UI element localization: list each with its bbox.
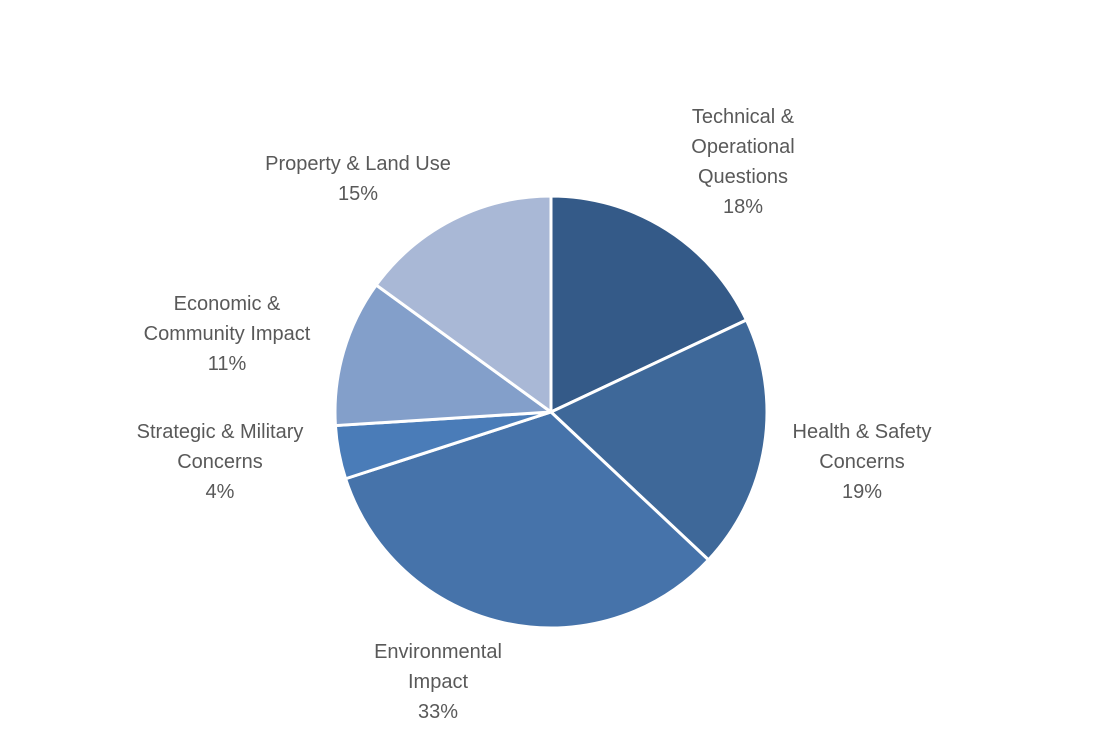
slice-label-text: Health & Safety	[792, 421, 932, 443]
slice-value-label: 4%	[205, 481, 235, 503]
slice-label-text: Property & Land Use	[265, 153, 451, 175]
pie-slice	[344, 410, 710, 630]
slice-label-text: Operational	[691, 136, 795, 158]
slice-label-text: Economic &	[173, 293, 281, 315]
slice-label: Strategic & Military Concerns 4%	[137, 417, 304, 507]
slice-value-label: 15%	[337, 183, 379, 205]
slice-value-label: 11%	[207, 353, 247, 375]
slice-label-text: Technical &	[691, 106, 795, 128]
slice-value-label: 19%	[841, 481, 883, 503]
pie-slice	[374, 194, 553, 414]
slice-label-text: Strategic & Military	[136, 421, 304, 443]
slice-label-text: Impact	[407, 671, 469, 693]
slice-value-label: 33%	[417, 701, 459, 723]
slice-label-text: Environmental	[374, 641, 502, 663]
slice-label-text: Concerns	[177, 451, 263, 473]
slice-label: Technical & Operational Questions 18%	[691, 102, 794, 222]
slice-value-label: 18%	[722, 196, 764, 218]
slice-label: Health & Safety Concerns 19%	[793, 417, 932, 507]
slice-label: Economic & Community Impact 11%	[144, 289, 311, 379]
slice-label-text: Questions	[697, 166, 789, 188]
pie-slice	[333, 283, 553, 428]
slice-label-text: Concerns	[819, 451, 905, 473]
pie-slice	[549, 318, 769, 562]
slice-label-text: Community Impact	[143, 323, 311, 345]
pie-slice	[549, 194, 748, 414]
slice-label: Property & Land Use 15%	[265, 149, 451, 209]
slice-label: Environmental Impact 33%	[374, 637, 502, 727]
